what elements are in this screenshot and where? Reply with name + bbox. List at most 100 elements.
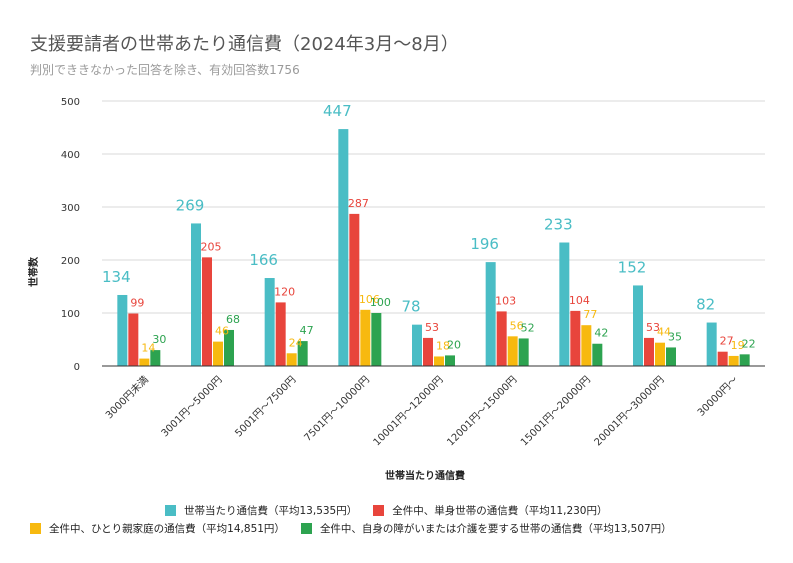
bar [117, 294, 128, 366]
bar [338, 129, 349, 366]
legend-row-1: 世帯当たり通信費（平均13,535円） 全件中、単身世帯の通信費（平均11,23… [165, 503, 624, 518]
data-label: 269 [176, 196, 205, 214]
bar [507, 336, 518, 366]
y-tick-label: 200 [61, 256, 80, 267]
data-label: 120 [274, 285, 295, 298]
bar [644, 337, 654, 366]
data-label: 77 [583, 308, 597, 321]
x-tick-label: 20001円～30000円 [593, 374, 667, 448]
bar [213, 341, 223, 366]
data-label: 103 [495, 294, 516, 307]
bar [275, 302, 286, 366]
gridlines [102, 100, 765, 314]
legend-label: 全件中、ひとり親家庭の通信費（平均14,851円） [49, 523, 285, 535]
data-label: 82 [696, 296, 715, 314]
x-tick-label: 12001円～15000円 [445, 374, 519, 448]
data-label: 287 [348, 197, 369, 210]
chart-subtitle: 判別でききなかった回答を除き、有効回答数1756 [30, 63, 300, 77]
data-label: 56 [510, 319, 524, 332]
y-tick-label: 100 [61, 309, 80, 320]
data-label: 100 [370, 296, 391, 309]
x-axis-title: 世帯当たり通信費 [385, 469, 465, 482]
bar [559, 242, 570, 366]
bar [349, 213, 360, 366]
bar [592, 343, 603, 366]
x-tick-label: 5001円～7500円 [233, 374, 298, 439]
bar [581, 325, 592, 366]
legend-label: 世帯当たり通信費（平均13,535円） [184, 505, 358, 517]
data-label: 46 [215, 325, 229, 338]
bar [717, 351, 728, 366]
bar [150, 350, 161, 366]
legend-row-2: 全件中、ひとり親家庭の通信費（平均14,851円） 全件中、自身の障がいまたは介… [30, 521, 688, 536]
data-label: 106 [359, 293, 380, 306]
bar [739, 354, 750, 366]
x-tick-label: 3001円～5000円 [160, 374, 225, 439]
bar [434, 356, 444, 366]
data-label: 27 [720, 335, 734, 348]
bar [518, 338, 529, 366]
bar [297, 341, 308, 366]
bar [139, 358, 150, 366]
data-label: 44 [657, 326, 671, 339]
data-label: 68 [226, 313, 240, 326]
legend-label: 全件中、単身世帯の通信費（平均11,230円） [392, 505, 608, 517]
legend-swatch-green [300, 523, 312, 534]
legend-item: 全件中、ひとり親家庭の通信費（平均14,851円） [30, 521, 285, 536]
bar [423, 337, 433, 366]
x-tick-label: 7501円～10000円 [302, 374, 371, 443]
x-tick-label: 3000円未満 [103, 374, 151, 422]
x-tick-label: 15001円～20000円 [519, 374, 593, 448]
legend-item: 全件中、自身の障がいまたは介護を要する世帯の通信費（平均13,507円） [300, 521, 672, 536]
bar [360, 309, 371, 366]
data-label: 20 [447, 338, 461, 351]
bar [286, 353, 297, 366]
bar [264, 278, 275, 366]
legend-swatch-teal [165, 505, 176, 516]
data-label: 205 [201, 240, 222, 253]
legend-item: 世帯当たり通信費（平均13,535円） [165, 503, 357, 518]
y-axis-title: 世帯数 [27, 256, 40, 287]
y-tick-label: 500 [61, 97, 80, 108]
data-label: 19 [731, 339, 745, 352]
data-label: 22 [742, 337, 756, 350]
data-label: 78 [401, 298, 420, 316]
x-tick-label: 30000円～ [696, 374, 740, 418]
bars [117, 129, 750, 366]
bar [191, 223, 201, 366]
data-label: 30 [152, 333, 166, 346]
data-label: 53 [646, 321, 660, 334]
data-label: 47 [300, 324, 314, 337]
legend-swatch-yellow [30, 523, 41, 534]
data-label: 99 [130, 297, 144, 310]
bar [202, 257, 212, 366]
x-tick-label: 10001円～12000円 [372, 374, 446, 448]
legend-swatch-red [373, 505, 385, 516]
data-label: 447 [323, 102, 352, 120]
bar [224, 329, 234, 366]
y-tick-label: 400 [61, 150, 80, 161]
y-tick-label: 300 [61, 203, 80, 214]
data-label: 18 [436, 339, 450, 352]
data-label: 52 [521, 321, 535, 334]
data-label: 196 [470, 235, 499, 253]
data-label: 53 [425, 321, 439, 334]
data-label: 104 [569, 294, 590, 307]
data-label: 152 [618, 258, 647, 276]
data-label: 233 [544, 216, 573, 234]
data-label: 14 [141, 342, 155, 355]
bar [485, 262, 496, 366]
data-label: 134 [102, 268, 131, 286]
bar [128, 313, 139, 366]
data-label: 42 [594, 327, 608, 340]
y-tick-label: 0 [74, 362, 80, 373]
bar [655, 342, 665, 366]
bar [412, 324, 422, 366]
legend-item: 全件中、単身世帯の通信費（平均11,230円） [373, 503, 608, 518]
bar [445, 355, 455, 366]
bar [496, 311, 507, 366]
axes: 0 100 200 300 400 500 3000円未満 3001円～5000円 5001円～… [61, 97, 765, 448]
data-label: 35 [668, 330, 682, 343]
data-label: 166 [249, 251, 278, 269]
